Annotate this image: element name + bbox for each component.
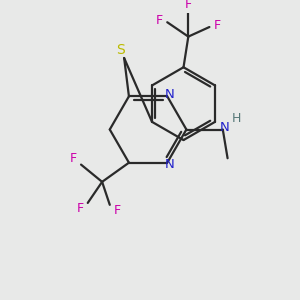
Text: H: H [232, 112, 241, 124]
Text: F: F [70, 152, 77, 165]
Text: N: N [164, 88, 174, 101]
Text: F: F [214, 19, 220, 32]
Text: F: F [114, 204, 121, 217]
Text: F: F [76, 202, 84, 215]
Text: N: N [220, 121, 230, 134]
Text: F: F [185, 0, 192, 11]
Text: S: S [116, 44, 125, 57]
Text: N: N [164, 158, 174, 171]
Text: F: F [156, 14, 163, 27]
